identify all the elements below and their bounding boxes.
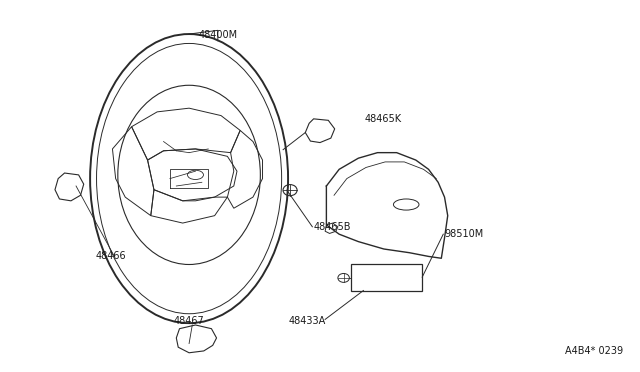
Bar (351, 264, 422, 291)
Text: 48465B: 48465B (314, 222, 351, 232)
Text: 48400M: 48400M (198, 30, 237, 39)
Text: 98510M: 98510M (445, 229, 484, 239)
Text: 48466: 48466 (95, 251, 126, 262)
Text: A4B4* 0239: A4B4* 0239 (565, 346, 623, 356)
Text: 48465K: 48465K (365, 114, 402, 124)
Text: 48433A: 48433A (288, 316, 325, 326)
Text: 48467: 48467 (173, 316, 204, 326)
